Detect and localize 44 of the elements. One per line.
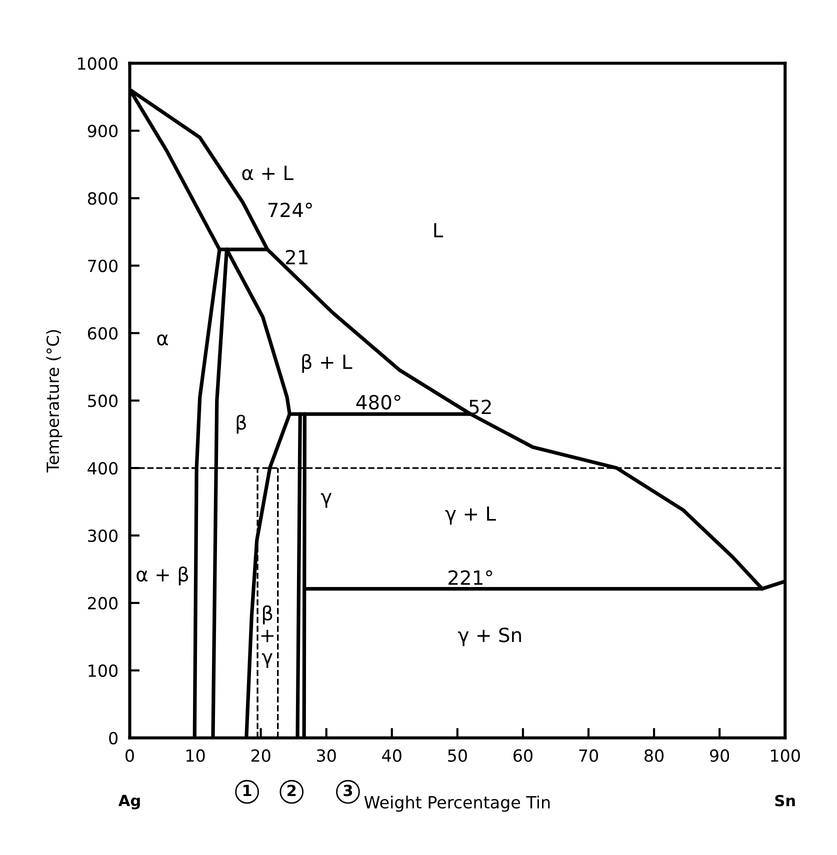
- annotation: α + L: [242, 166, 294, 180]
- text: 1: [243, 784, 252, 796]
- y-tick-label: 400: [88, 462, 118, 475]
- y-axis-title: Temperature (°C): [46, 330, 62, 473]
- y-tick-label: 100: [88, 664, 118, 677]
- x-tick-label: 70: [579, 749, 598, 762]
- x-tick-label: 90: [710, 749, 730, 762]
- y-tick-label: 600: [88, 327, 118, 340]
- y-tick-label: 900: [88, 124, 118, 138]
- y-tick-label: 200: [88, 596, 118, 610]
- text: 3: [344, 784, 352, 796]
- text: Sn: [775, 794, 795, 806]
- annotation: 52: [469, 400, 491, 414]
- annotation: 724°: [268, 202, 312, 218]
- annotation: 221°: [448, 570, 492, 585]
- y-tick-label: 300: [88, 529, 118, 542]
- annotation: γ: [320, 493, 332, 508]
- x-tick-label: 40: [382, 749, 402, 762]
- annotation: β + L: [302, 354, 352, 373]
- annotation: γ + L: [445, 506, 496, 525]
- y-tick-label: 500: [88, 394, 118, 408]
- x-tick-label: 100: [771, 749, 800, 762]
- annotation: β: [236, 414, 246, 434]
- annotation: α: [157, 334, 168, 346]
- annotation: 21: [286, 250, 308, 264]
- x-tick-label: 60: [514, 749, 532, 762]
- annotation: β + γ: [261, 605, 274, 668]
- x-tick-label: 20: [251, 749, 270, 762]
- x-tick-label: 10: [186, 749, 205, 762]
- annotation: L: [434, 223, 444, 238]
- text: 2: [288, 784, 296, 796]
- x-tick-label: 80: [644, 749, 664, 762]
- x-tick-label: 30: [317, 749, 336, 762]
- annotation: 480°: [356, 394, 400, 410]
- x-tick-label: 50: [448, 749, 467, 762]
- annotation: γ + Sn: [458, 628, 521, 646]
- x-axis-title: Weight Percentage Tin: [364, 796, 550, 812]
- annotation: α + β: [136, 566, 188, 586]
- y-tick-label: 800: [88, 192, 118, 205]
- x-tick-label: 0: [126, 749, 134, 762]
- text: Ag: [118, 794, 140, 810]
- y-tick-label: 700: [88, 260, 118, 272]
- y-tick-label: 1000: [78, 57, 118, 70]
- y-tick-label: 0: [109, 732, 118, 744]
